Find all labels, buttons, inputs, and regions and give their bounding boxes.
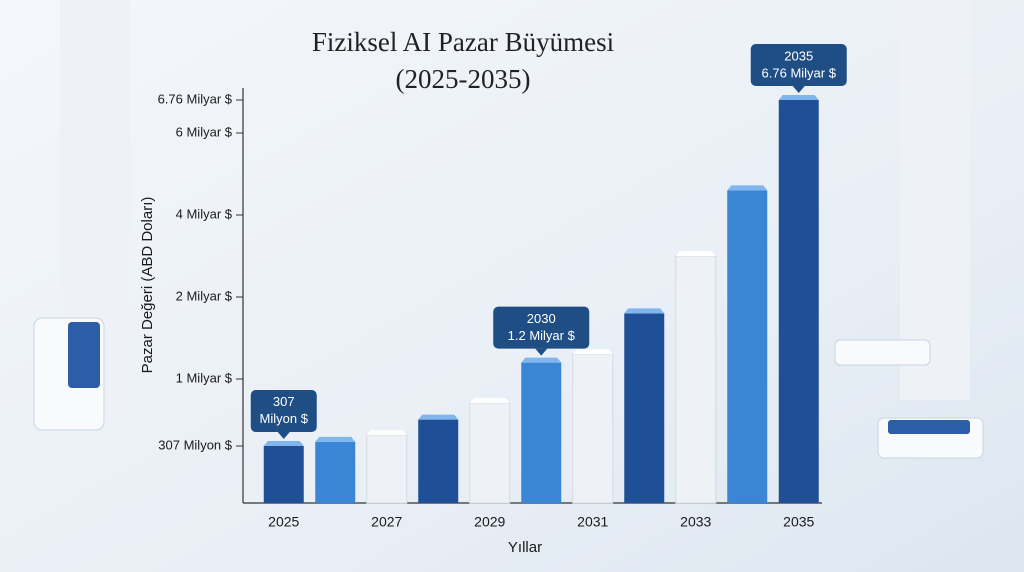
- x-tick-label: 2033: [680, 514, 711, 530]
- bar-top: [778, 95, 819, 100]
- decor-screen: [68, 322, 100, 388]
- bar: [675, 255, 717, 504]
- bar-top: [469, 398, 510, 404]
- y-tick-label: 1 Milyar $: [176, 370, 233, 385]
- bar-top: [418, 414, 459, 420]
- bar-top: [263, 441, 304, 446]
- x-tick-label: 2025: [268, 514, 299, 530]
- bar-top: [624, 308, 665, 314]
- x-tick-label: 2035: [783, 514, 814, 530]
- callout-title: 2035: [784, 48, 813, 63]
- bar: [572, 353, 614, 504]
- callout-pointer: [792, 86, 805, 93]
- bar-top: [521, 357, 562, 363]
- x-tick-label: 2031: [577, 514, 608, 530]
- bar-top: [315, 436, 356, 442]
- bar: [521, 362, 562, 503]
- bar-top: [572, 349, 613, 355]
- decor-wall: [900, 0, 970, 400]
- y-axis-label: Pazar Değeri (ABD Doları): [139, 197, 156, 374]
- chart-subtitle: (2025-2035): [396, 64, 531, 94]
- callout-box: [250, 390, 317, 432]
- callout-pointer: [535, 348, 548, 356]
- bar: [778, 100, 819, 503]
- bar: [366, 434, 408, 504]
- callout-box: [493, 306, 590, 349]
- bar: [418, 419, 459, 503]
- y-tick-label: 6.76 Milyar $: [158, 91, 233, 106]
- callout-pointer: [277, 432, 290, 439]
- value-label: 307 Milyon $: [260, 394, 309, 426]
- value-label: 1.2 Milyar $: [508, 328, 576, 343]
- bar: [469, 402, 511, 504]
- y-tick-label: 307 Milyon $: [158, 437, 232, 452]
- chart-title: Fiziksel AI Pazar Büyümesi: [312, 27, 614, 57]
- bar-top: [366, 430, 407, 436]
- bar-top: [727, 185, 768, 191]
- y-tick-label: 6 Milyar $: [176, 124, 233, 139]
- bar: [727, 190, 768, 503]
- callout-title: 2030: [527, 311, 556, 326]
- x-axis-label: Yıllar: [508, 539, 542, 556]
- bar: [624, 313, 665, 503]
- bar-top: [675, 251, 716, 256]
- callout-box: [750, 44, 847, 86]
- decor-device: [834, 339, 931, 366]
- bar: [263, 446, 304, 503]
- value-label: 6.76 Milyar $: [762, 65, 837, 80]
- y-tick-label: 2 Milyar $: [176, 288, 233, 303]
- decor-screen: [888, 420, 970, 434]
- x-tick-label: 2027: [371, 514, 402, 530]
- y-tick-label: 4 Milyar $: [176, 206, 233, 221]
- x-tick-label: 2029: [474, 514, 505, 530]
- bar: [315, 441, 356, 503]
